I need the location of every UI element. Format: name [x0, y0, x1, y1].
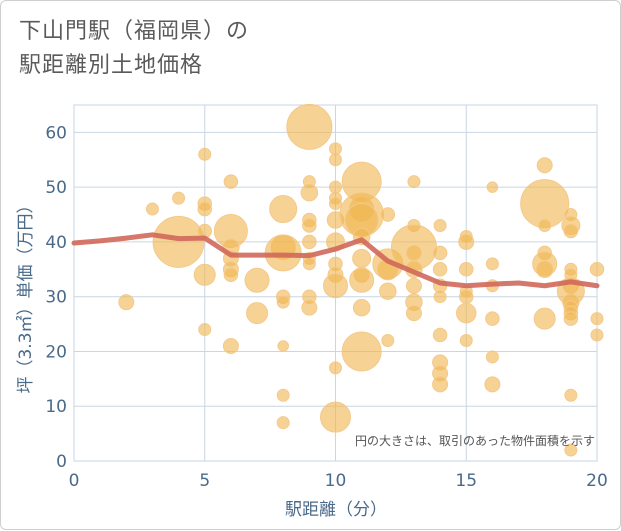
data-point [198, 323, 212, 337]
data-point [300, 183, 319, 202]
data-point [590, 328, 604, 342]
x-tick-label: 15 [455, 471, 477, 491]
data-point [329, 180, 342, 194]
data-point [379, 282, 397, 300]
data-point [145, 202, 159, 216]
data-point [118, 294, 135, 311]
data-point [433, 218, 447, 232]
data-point [223, 174, 239, 189]
data-point [276, 416, 290, 430]
data-point [197, 201, 212, 217]
data-point [459, 262, 474, 277]
bubbles [118, 103, 605, 457]
data-point [536, 157, 553, 174]
data-point [352, 248, 372, 268]
y-tick-label: 10 [45, 397, 67, 417]
data-point [172, 191, 186, 205]
data-point [329, 142, 342, 156]
data-point [302, 234, 317, 250]
x-axis-label: 駅距離（分） [285, 500, 387, 520]
data-point [193, 263, 216, 286]
data-point [458, 233, 475, 250]
data-point [329, 197, 342, 211]
data-point [405, 244, 422, 261]
y-tick-label: 50 [45, 178, 67, 198]
data-point [269, 195, 298, 224]
data-point [277, 340, 289, 352]
data-point [286, 103, 333, 150]
data-point [352, 298, 371, 317]
data-point [563, 223, 579, 239]
data-point [198, 147, 212, 161]
data-point [405, 305, 422, 322]
x-tick-label: 10 [325, 471, 347, 491]
data-point [349, 267, 375, 293]
data-point [323, 273, 348, 299]
data-point [456, 302, 477, 324]
x-tick-label: 0 [69, 471, 80, 491]
data-point [432, 245, 448, 261]
data-point [535, 260, 554, 279]
data-point [302, 257, 316, 271]
data-point [484, 376, 501, 393]
y-tick-label: 40 [45, 233, 67, 253]
data-point [276, 388, 290, 402]
data-point [407, 175, 421, 189]
data-point [563, 311, 579, 326]
data-point [538, 218, 552, 232]
data-point [432, 327, 448, 343]
data-point [405, 277, 422, 294]
data-point [432, 376, 449, 393]
data-point [433, 290, 447, 304]
data-point [589, 262, 605, 277]
data-point [533, 307, 556, 330]
data-point [276, 295, 290, 309]
trend [71, 232, 600, 289]
title-line-2: 駅距離別土地価格 [19, 53, 204, 78]
trend-line [71, 232, 600, 289]
tick-labels: 0 5 10 15 20 0 10 20 30 40 50 60 [45, 123, 607, 491]
data-point [485, 257, 499, 271]
y-tick-label: 0 [56, 452, 67, 472]
data-point [485, 311, 500, 326]
data-point [246, 302, 269, 325]
data-point [320, 401, 351, 433]
y-tick-label: 30 [45, 288, 67, 308]
chart-title: 下山門駅（福岡県）の 駅距離別土地価格 [19, 15, 249, 83]
bubble-size-note: 円の大きさは、取引のあった物件面積を示す [355, 433, 595, 448]
data-point [381, 334, 395, 348]
y-tick-label: 20 [45, 342, 67, 362]
data-point [432, 262, 448, 277]
data-point [302, 218, 317, 233]
data-point [244, 267, 270, 293]
data-point [341, 331, 382, 372]
data-point [329, 153, 342, 167]
x-tick-label: 20 [586, 471, 608, 491]
data-point [329, 361, 342, 375]
x-tick-label: 5 [199, 471, 210, 491]
data-point [222, 337, 239, 354]
data-point [459, 334, 473, 348]
data-point [459, 289, 474, 304]
data-point [152, 215, 205, 268]
title-line-1: 下山門駅（福岡県）の [19, 19, 250, 44]
data-point [485, 350, 499, 364]
data-point [380, 207, 396, 222]
data-point [301, 299, 318, 316]
data-point [486, 181, 499, 193]
y-tick-label: 60 [45, 123, 67, 143]
y-axis-label: 坪（3.3㎡）単価（万円） [16, 196, 36, 393]
data-point [564, 388, 578, 402]
data-point [590, 312, 604, 326]
data-point [223, 267, 239, 283]
data-point [564, 443, 578, 457]
